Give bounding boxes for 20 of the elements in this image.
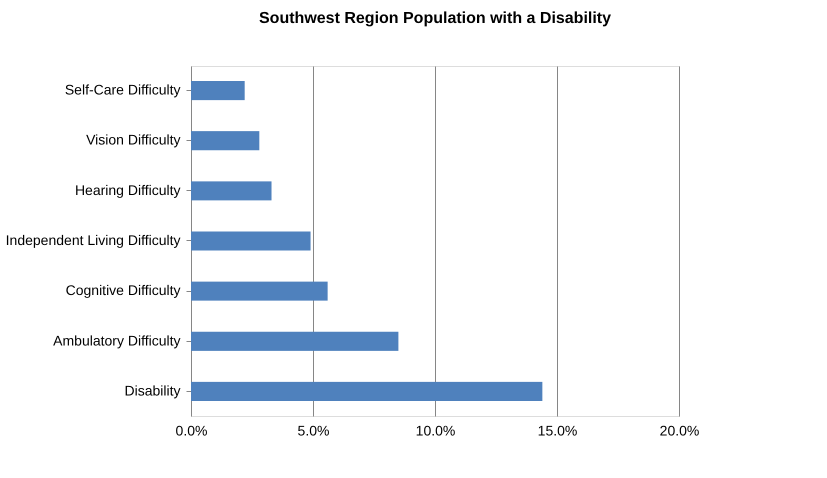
y-tick-label: Ambulatory Difficulty xyxy=(53,332,180,348)
bar xyxy=(191,332,398,351)
y-tick-label: Hearing Difficulty xyxy=(74,182,180,198)
x-tick-label: 5.0% xyxy=(298,422,330,438)
x-tick-label: 10.0% xyxy=(416,422,456,438)
x-tick-label: 20.0% xyxy=(660,422,700,438)
chart-title: Southwest Region Population with a Disability xyxy=(258,10,612,27)
bar xyxy=(191,131,260,150)
bar xyxy=(191,382,542,401)
y-tick-label: Vision Difficulty xyxy=(86,132,180,148)
y-tick-label: Disability xyxy=(124,382,180,398)
x-tick-label: 0.0% xyxy=(176,422,208,438)
y-tick-label: Self-Care Difficulty xyxy=(64,82,180,98)
x-tick-label: 15.0% xyxy=(538,422,578,438)
bar xyxy=(191,231,311,251)
y-tick-label: Cognitive Difficulty xyxy=(66,282,180,298)
bar xyxy=(191,81,245,100)
y-tick-label: Independent Living Difficulty xyxy=(6,232,180,248)
bar xyxy=(191,181,272,200)
bar xyxy=(191,282,328,301)
